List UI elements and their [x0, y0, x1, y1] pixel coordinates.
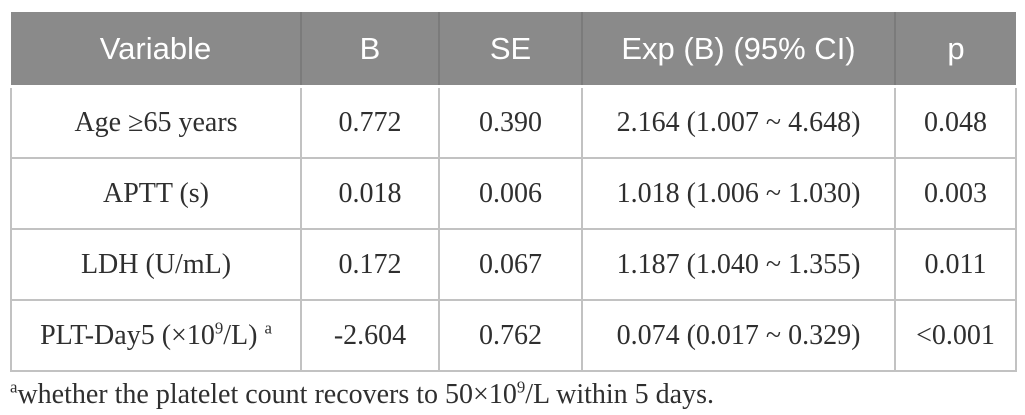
- superscript: 9: [516, 377, 526, 397]
- text-segment: whether the platelet count recovers to 5…: [17, 379, 517, 410]
- superscript: a: [10, 377, 18, 397]
- text-segment: 0.772: [338, 106, 402, 138]
- cell-se: 0.067: [438, 228, 583, 301]
- text-segment: 0.006: [479, 177, 542, 209]
- cell-variable: PLT-Day5 (×109/L) a: [10, 299, 302, 372]
- cell-se: 0.762: [438, 299, 583, 372]
- text-segment: 0.067: [479, 248, 542, 280]
- text-segment: PLT-Day5 (×10: [40, 319, 215, 351]
- footnote: awhether the platelet count recovers to …: [10, 379, 1015, 411]
- superscript: a: [264, 318, 272, 338]
- text-segment: 0.018: [338, 177, 402, 209]
- col-header-b: B: [301, 12, 440, 88]
- col-header-exp-b-ci: Exp (B) (95% CI): [582, 12, 896, 88]
- text-segment: 0.172: [338, 248, 402, 280]
- col-header-p: p: [895, 12, 1016, 88]
- cell-exp-b: 0.074 (0.017 ~ 0.329): [581, 299, 896, 372]
- cell-variable: APTT (s): [10, 157, 302, 230]
- cell-exp-b: 1.018 (1.006 ~ 1.030): [581, 157, 896, 230]
- table-row: PLT-Day5 (×109/L) a -2.604 0.762 0.074 (0.0…: [10, 299, 1017, 372]
- cell-p: 0.003: [894, 157, 1017, 230]
- text-segment: /L): [223, 319, 265, 351]
- cell-b: -2.604: [300, 299, 440, 372]
- cell-variable: Age ≥65 years: [10, 85, 302, 159]
- text-segment: 1.187 (1.040 ~ 1.355): [616, 248, 861, 280]
- cell-b: 0.772: [300, 85, 440, 159]
- text-segment: 0.048: [924, 106, 987, 138]
- cell-exp-b: 2.164 (1.007 ~ 4.648): [581, 85, 896, 159]
- col-header-variable: Variable: [11, 12, 302, 88]
- cell-b: 0.018: [300, 157, 440, 230]
- col-header-se: SE: [439, 12, 583, 88]
- text-segment: 0.074 (0.017 ~ 0.329): [616, 319, 861, 351]
- cell-p: 0.011: [894, 228, 1017, 301]
- table-row: LDH (U/mL) 0.172 0.067 1.187 (1.040 ~ 1.355…: [10, 228, 1017, 301]
- text-segment: 0.011: [924, 248, 987, 280]
- text-segment: LDH (U/mL): [80, 248, 232, 280]
- text-segment: /L within 5 days.: [525, 379, 714, 410]
- text-segment: APTT (s): [102, 177, 210, 209]
- header-row: Variable B SE Exp (B) (95% CI) p: [11, 12, 1016, 88]
- cell-se: 0.006: [438, 157, 583, 230]
- cell-p: 0.048: [894, 85, 1017, 159]
- text-segment: 0.390: [479, 106, 542, 138]
- text-segment: Age ≥65 years: [74, 106, 238, 138]
- text-segment: -2.604: [333, 319, 407, 351]
- table-row: Age ≥65 years 0.772 0.390 2.164 (1.007 ~ 4.…: [10, 85, 1017, 159]
- text-segment: 1.018 (1.006 ~ 1.030): [616, 177, 861, 209]
- regression-table: Variable B SE Exp (B) (95% CI) p Age ≥65…: [10, 12, 1017, 372]
- cell-exp-b: 1.187 (1.040 ~ 1.355): [581, 228, 896, 301]
- superscript: 9: [214, 318, 224, 338]
- text-segment: 0.762: [479, 319, 542, 351]
- text-segment: 0.003: [924, 177, 987, 209]
- cell-se: 0.390: [438, 85, 583, 159]
- cell-variable: LDH (U/mL): [10, 228, 302, 301]
- text-segment: 2.164 (1.007 ~ 4.648): [616, 106, 861, 138]
- text-segment: <0.001: [916, 319, 995, 351]
- cell-b: 0.172: [300, 228, 440, 301]
- cell-p: <0.001: [894, 299, 1017, 372]
- table-row: APTT (s) 0.018 0.006 1.018 (1.006 ~ 1.030) 0…: [10, 157, 1017, 230]
